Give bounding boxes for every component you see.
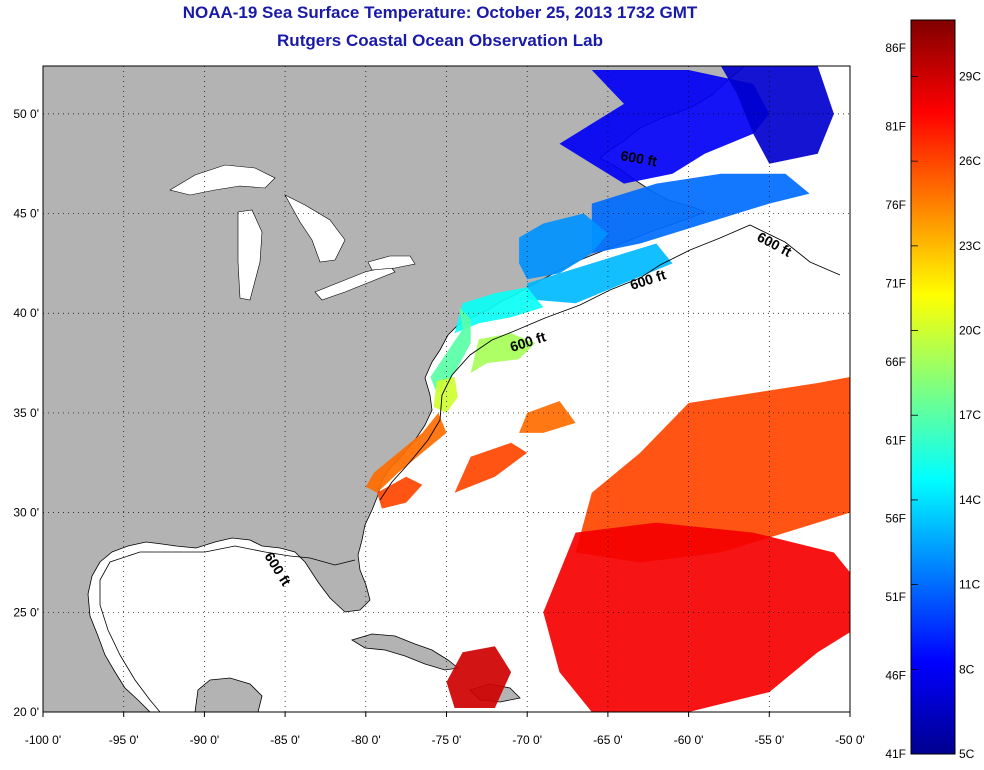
latitude-tick-label: 30 0' xyxy=(13,506,39,520)
longitude-tick-label: -65 0' xyxy=(593,733,623,747)
sst-region-sargasso-south xyxy=(543,522,850,712)
longitude-tick-label: -95 0' xyxy=(109,733,139,747)
latitude-tick-label: 40 0' xyxy=(13,306,39,320)
sst-region-mid-atlantic-shelf xyxy=(454,287,544,334)
longitude-tick-label: -50 0' xyxy=(835,733,865,747)
great-lakes xyxy=(169,164,416,301)
colorbar-celsius-label: 5C xyxy=(959,747,975,761)
sst-region-gulf-stream-patch-3 xyxy=(519,401,576,433)
colorbar-ticks: 41F 46F 51F 56F 61F 66F 71F 76F 81F 86F 5C 8C 11C 14C… xyxy=(885,41,981,761)
longitude-tick-label: -55 0' xyxy=(754,733,784,747)
colorbar-celsius-label: 20C xyxy=(959,324,981,338)
colorbar-fahrenheit-label: 41F xyxy=(885,747,906,761)
longitude-tick-label: -80 0' xyxy=(351,733,381,747)
colorbar-fahrenheit-label: 51F xyxy=(885,590,906,604)
longitude-tick-label: -85 0' xyxy=(270,733,300,747)
colorbar-fahrenheit-label: 61F xyxy=(885,433,906,447)
longitude-labels: -100 0' -95 0' -90 0' -85 0' -80 0' -75 0' -70… xyxy=(25,712,865,747)
sst-region-nj-delmarva xyxy=(430,307,471,393)
latitude-tick-label: 25 0' xyxy=(13,605,39,619)
sst-region-scotian-shelf xyxy=(591,173,810,254)
longitude-tick-label: -70 0' xyxy=(512,733,542,747)
lake-erie xyxy=(314,265,396,301)
colorbar-celsius-label: 14C xyxy=(959,493,981,507)
lake-superior xyxy=(169,164,276,196)
colorbar-fahrenheit-label: 71F xyxy=(885,276,906,290)
colorbar-fahrenheit-label: 46F xyxy=(885,669,906,683)
sst-region-sargasso-east xyxy=(575,377,850,563)
colorbar-fahrenheit-label: 76F xyxy=(885,198,906,212)
colorbar-celsius-label: 8C xyxy=(959,662,975,676)
longitude-tick-label: -75 0' xyxy=(432,733,462,747)
map-title: NOAA-19 Sea Surface Temperature: October… xyxy=(182,3,698,22)
latitude-tick-label: 35 0' xyxy=(13,406,39,420)
longitude-tick-label: -100 0' xyxy=(25,733,61,747)
sst-region-hatteras xyxy=(433,377,458,413)
sst-region-gulf-of-maine xyxy=(519,213,608,280)
colorbar-fahrenheit-label: 86F xyxy=(885,41,906,55)
sst-region-georges-bank xyxy=(527,243,673,304)
latitude-tick-label: 50 0' xyxy=(13,107,39,121)
longitude-tick-label: -90 0' xyxy=(190,733,220,747)
colorbar xyxy=(910,19,956,755)
contour-label: 600 ft xyxy=(619,147,658,169)
lake-huron xyxy=(284,194,346,263)
latitude-tick-label: 45 0' xyxy=(13,207,39,221)
colorbar-celsius-label: 29C xyxy=(959,69,981,83)
sst-region-gulf-stream-patch-2 xyxy=(454,442,528,493)
colorbar-celsius-label: 26C xyxy=(959,154,981,168)
sst-region-south-atlantic-bight xyxy=(365,412,447,493)
yucatan-land xyxy=(194,677,263,712)
sst-region-caribbean-patch xyxy=(446,646,512,708)
map-subtitle: Rutgers Coastal Ocean Observation Lab xyxy=(277,31,603,50)
shelf-break-contour xyxy=(379,224,841,501)
sst-overlay xyxy=(365,66,850,712)
longitude-tick-label: -60 0' xyxy=(674,733,704,747)
colorbar-celsius-label: 23C xyxy=(959,239,981,253)
latitude-tick-label: 20 0' xyxy=(13,705,39,719)
sst-region-labrador-coast xyxy=(720,66,834,164)
lake-ontario xyxy=(367,255,416,271)
latitude-labels: 20 0' 25 0' 30 0' 35 0' 40 0' 45 0' 50 0' xyxy=(13,107,39,719)
colorbar-celsius-label: 11C xyxy=(959,578,980,592)
gulf-shelf-contour xyxy=(99,545,356,712)
colorbar-fahrenheit-label: 66F xyxy=(885,355,906,369)
sst-region-gulf-of-st-lawrence xyxy=(559,70,770,184)
colorbar-fahrenheit-label: 81F xyxy=(885,120,906,134)
colorbar-celsius-label: 17C xyxy=(959,408,981,422)
sst-region-gulf-stream-patch-1 xyxy=(377,476,423,509)
colorbar-fahrenheit-label: 56F xyxy=(885,512,906,526)
